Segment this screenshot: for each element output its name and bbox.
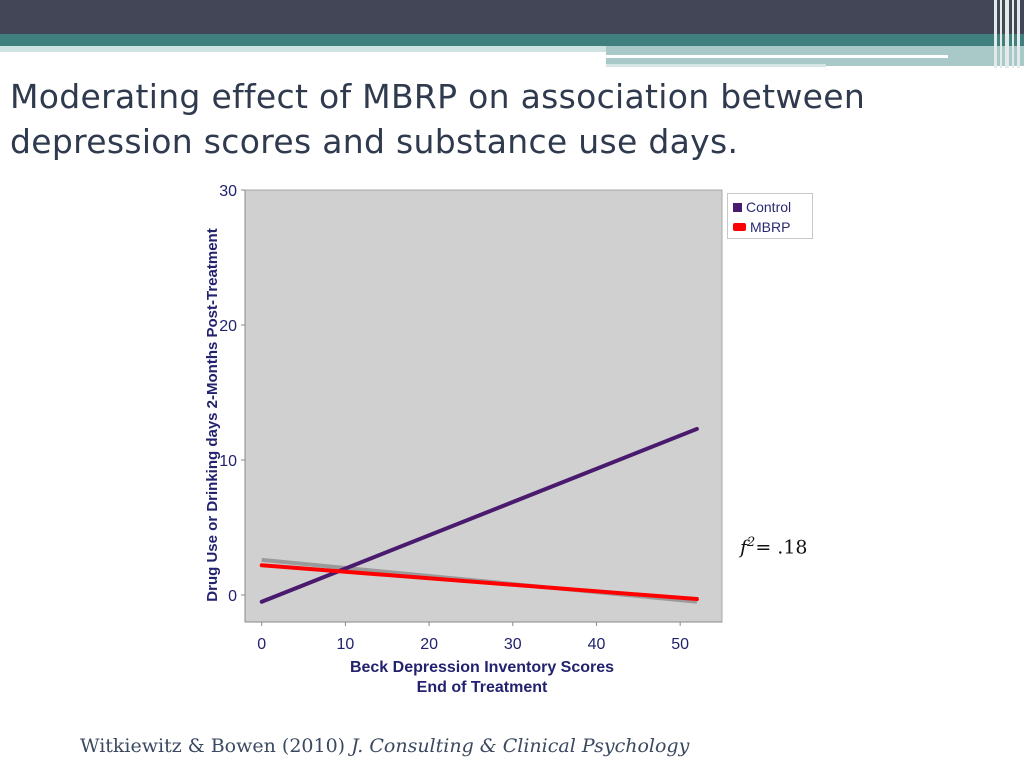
citation: Witkiewitz & Bowen (2010) J. Consulting …	[80, 735, 689, 757]
x-tick-label: 10	[337, 636, 355, 653]
effect-size-exponent: 2	[747, 535, 756, 550]
x-axis-label-line2: End of Treatment	[417, 679, 548, 696]
x-tick-label: 30	[504, 636, 522, 653]
y-axis-label: Drug Use or Drinking days 2-Months Post-…	[204, 228, 221, 601]
x-tick-label: 50	[671, 636, 689, 653]
y-tick-label: 30	[219, 183, 237, 200]
x-axis-label-line1: Beck Depression Inventory Scores	[350, 659, 614, 676]
legend-item-mbrp: MBRP	[733, 219, 790, 235]
legend-swatch-mbrp	[733, 223, 746, 231]
legend-item-control: Control	[733, 199, 791, 215]
plot-area	[244, 189, 723, 623]
x-tick-label: 40	[588, 636, 606, 653]
chart-legend: Control MBRP	[727, 193, 813, 239]
series-line-control	[259, 426, 699, 604]
y-tick-label: 10	[219, 453, 237, 470]
effect-size-symbol: f	[740, 536, 748, 559]
effect-size-value: = .18	[755, 536, 808, 559]
legend-swatch-control	[733, 202, 742, 212]
y-tick-label: 0	[228, 588, 237, 605]
header-teal-band	[0, 34, 1024, 46]
citation-journal: J. Consulting & Clinical Psychology	[351, 735, 690, 757]
header-accent-line	[0, 46, 606, 52]
line-chart: 0 10 20 30 0 10 20 30 40 50 Beck Depression Inve…	[204, 183, 723, 696]
y-tick-label: 20	[219, 318, 237, 335]
header-dark-band	[0, 0, 1024, 34]
x-tick-label: 0	[257, 636, 266, 653]
series-line-mbrp	[259, 563, 699, 602]
legend-label-mbrp: MBRP	[750, 219, 791, 235]
slide-title: Moderating effect of MBRP on association…	[10, 77, 866, 161]
header-accent-line-white	[606, 55, 948, 58]
x-tick-label: 20	[420, 636, 438, 653]
legend-label-control: Control	[746, 199, 792, 215]
effect-size-annotation: f2= .18	[740, 531, 808, 558]
citation-authors: Witkiewitz & Bowen (2010)	[80, 735, 346, 757]
header-accent-line-light	[606, 64, 826, 67]
header-stripes	[992, 0, 1024, 68]
